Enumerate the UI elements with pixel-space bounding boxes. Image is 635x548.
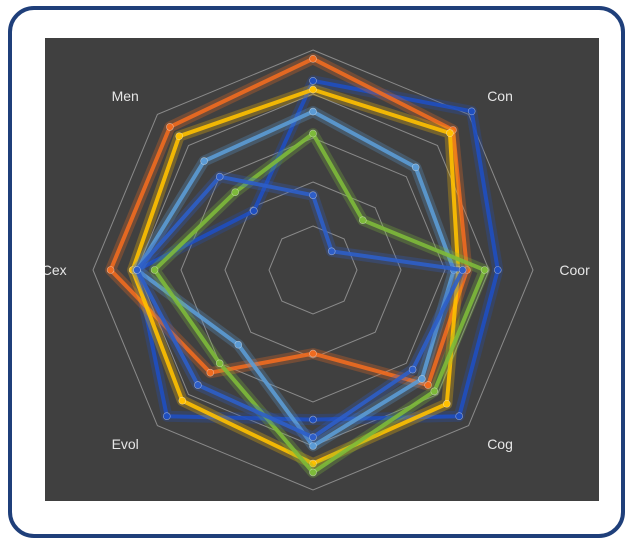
axis-labels: BioConCoorCogSafEvolCexMen: [45, 88, 590, 452]
series-layer: [105, 53, 504, 478]
series-point: [309, 468, 317, 477]
series-point: [309, 433, 317, 442]
series-point: [215, 172, 224, 181]
series-4: [131, 106, 460, 452]
series-point: [163, 412, 171, 421]
series-point: [480, 266, 489, 274]
series-point: [133, 266, 141, 274]
series-point: [309, 191, 317, 199]
radar-svg: BioConCoorCogSafEvolCexMen: [45, 49, 590, 491]
series-point: [418, 375, 426, 383]
axis-label-cex: Cex: [45, 262, 67, 278]
radar-chart: BioConCoorCogSafEvolCexMen: [45, 38, 599, 501]
series-point: [467, 107, 476, 116]
series-point: [250, 207, 258, 215]
series-point: [215, 359, 224, 368]
series-point: [231, 188, 239, 196]
series-point: [309, 459, 317, 468]
series-point: [309, 442, 317, 450]
series-point: [194, 381, 202, 389]
series-point: [309, 415, 317, 424]
series-point: [106, 266, 115, 274]
series-point: [178, 396, 187, 405]
series-point: [166, 123, 174, 131]
series-1: [131, 75, 504, 426]
series-point: [206, 368, 215, 377]
series-point: [175, 132, 183, 140]
series-point: [411, 163, 420, 172]
series-point: [309, 54, 317, 63]
series-point: [458, 266, 467, 274]
grid-ring: [92, 49, 534, 491]
series-point: [309, 85, 317, 94]
series-point: [446, 129, 454, 137]
series-point: [493, 266, 502, 274]
series-point: [327, 247, 336, 256]
series-6: [131, 171, 469, 443]
axis-label-evol: Evol: [112, 436, 139, 452]
series-point: [200, 157, 208, 165]
series-point: [442, 399, 451, 408]
series-point: [309, 129, 317, 138]
series-2: [105, 53, 473, 391]
series-point: [309, 107, 317, 116]
series-point: [430, 387, 439, 396]
series-point: [358, 216, 367, 224]
grid-ring: [268, 225, 358, 315]
axis-label-con: Con: [487, 88, 513, 104]
series-point: [408, 365, 417, 374]
series-point: [455, 412, 464, 421]
series-point: [150, 266, 159, 274]
series-5: [149, 128, 491, 478]
grid-ring: [180, 137, 446, 403]
series-point: [424, 381, 432, 389]
series-point: [309, 76, 317, 85]
axis-label-men: Men: [112, 88, 139, 104]
axis-label-cog: Cog: [487, 436, 513, 452]
series-point: [309, 349, 317, 358]
series-point: [234, 340, 243, 349]
axis-label-coor: Coor: [559, 262, 590, 278]
